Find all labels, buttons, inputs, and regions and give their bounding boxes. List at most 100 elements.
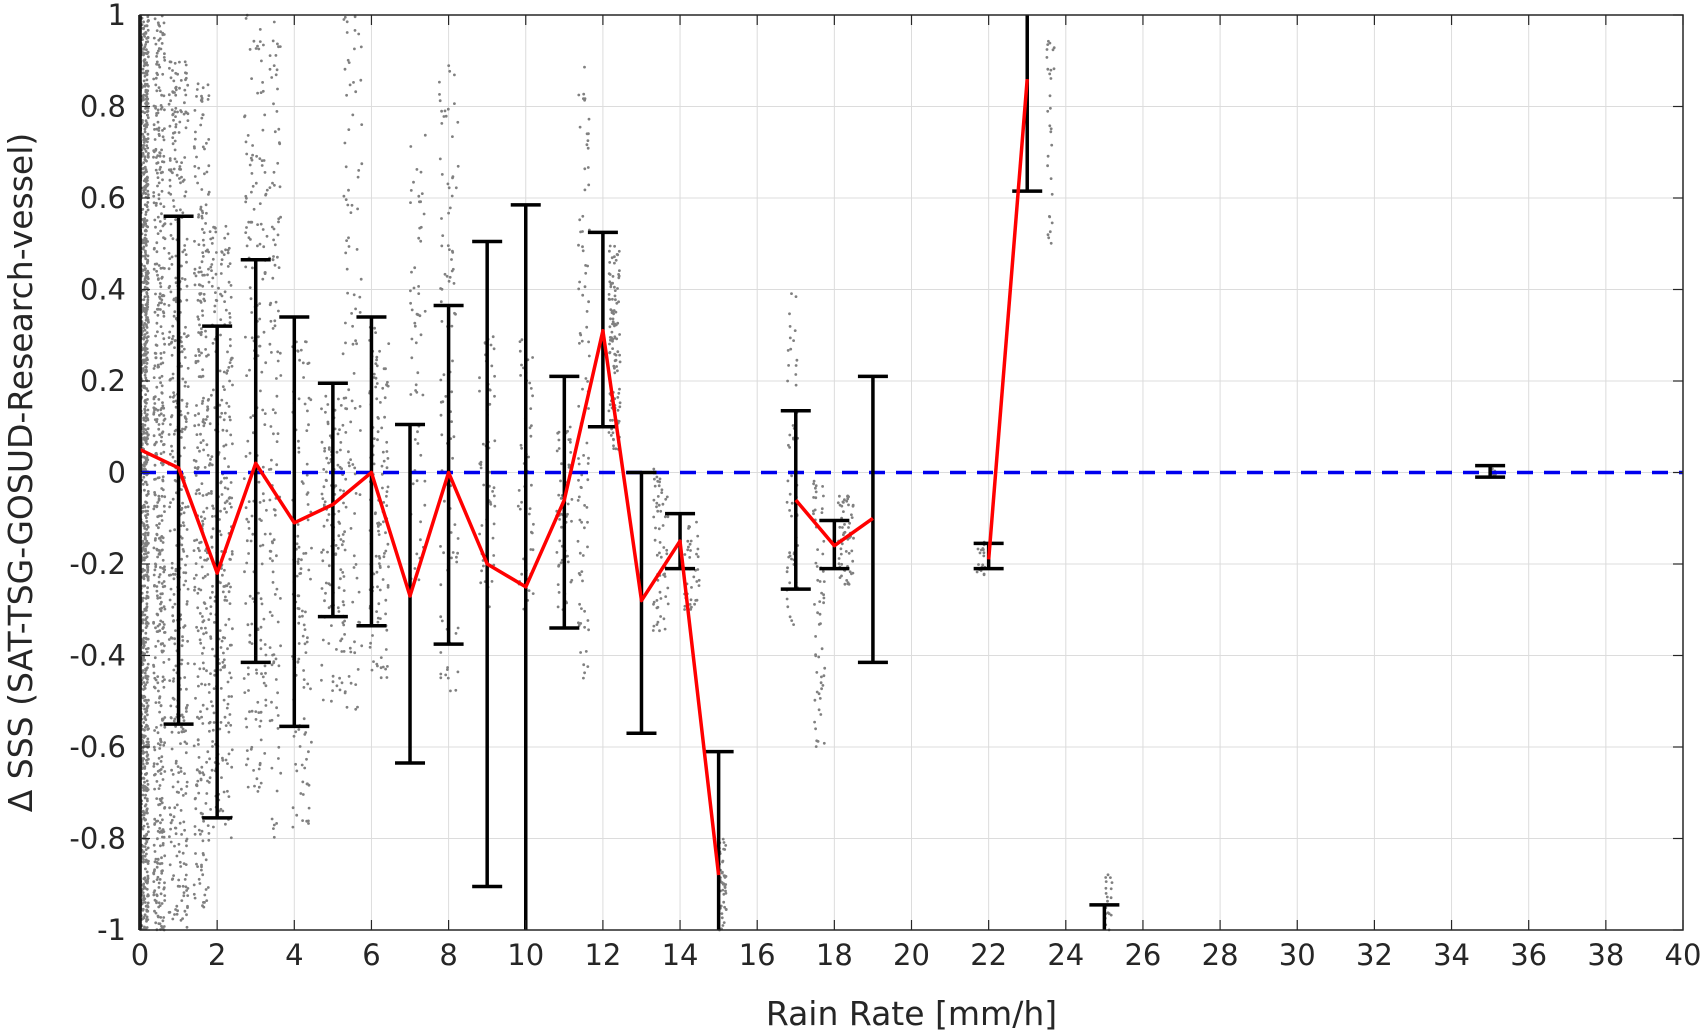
scatter-point bbox=[160, 801, 164, 805]
scatter-point bbox=[531, 394, 534, 398]
scatter-point bbox=[276, 233, 280, 237]
scatter-point bbox=[814, 561, 818, 565]
scatter-point bbox=[1106, 873, 1110, 877]
scatter-point bbox=[224, 758, 228, 762]
scatter-point bbox=[145, 401, 148, 405]
scatter-point bbox=[273, 593, 277, 596]
scatter-point bbox=[180, 398, 184, 402]
scatter-point bbox=[184, 78, 187, 82]
scatter-point bbox=[687, 545, 690, 549]
scatter-point bbox=[142, 882, 146, 886]
scatter-point bbox=[339, 568, 343, 571]
scatter-point bbox=[143, 913, 147, 917]
scatter-point bbox=[848, 570, 852, 574]
scatter-point bbox=[339, 577, 342, 581]
scatter-point bbox=[173, 91, 176, 94]
scatter-point bbox=[268, 532, 272, 536]
scatter-point bbox=[168, 178, 172, 182]
scatter-point bbox=[837, 557, 841, 560]
scatter-point bbox=[340, 637, 344, 641]
scatter-point bbox=[153, 889, 157, 892]
scatter-point bbox=[207, 164, 211, 168]
scatter-point bbox=[223, 486, 227, 490]
scatter-point bbox=[349, 681, 353, 685]
scatter-point bbox=[161, 178, 164, 182]
scatter-point bbox=[658, 590, 662, 594]
scatter-point bbox=[145, 681, 149, 684]
y-tick-label: 1 bbox=[108, 0, 126, 32]
scatter-point bbox=[161, 361, 165, 365]
scatter-point bbox=[343, 141, 347, 145]
scatter-point bbox=[272, 64, 276, 67]
scatter-point bbox=[263, 752, 267, 755]
scatter-point bbox=[200, 626, 203, 630]
scatter-point bbox=[413, 567, 417, 570]
scatter-point bbox=[180, 364, 184, 368]
scatter-point bbox=[446, 676, 450, 680]
scatter-point bbox=[154, 477, 157, 481]
scatter-point bbox=[791, 424, 795, 427]
scatter-point bbox=[169, 704, 173, 708]
scatter-point bbox=[152, 671, 156, 675]
scatter-point bbox=[785, 500, 789, 504]
error-bar bbox=[317, 381, 348, 619]
scatter-point bbox=[155, 523, 159, 527]
scatter-point bbox=[222, 444, 226, 448]
scatter-point bbox=[369, 641, 372, 645]
scatter-point bbox=[271, 559, 274, 563]
scatter-point bbox=[144, 233, 147, 237]
scatter-point bbox=[579, 333, 583, 337]
scatter-point bbox=[219, 481, 223, 485]
scatter-point bbox=[245, 226, 248, 229]
scatter-point bbox=[342, 623, 346, 627]
scatter-point bbox=[387, 565, 390, 569]
scatter-point bbox=[423, 133, 427, 137]
scatter-point bbox=[146, 201, 150, 204]
scatter-point bbox=[153, 850, 157, 853]
scatter-point bbox=[259, 719, 263, 723]
scatter-point bbox=[353, 472, 357, 476]
scatter-point bbox=[184, 190, 188, 194]
scatter-point bbox=[228, 713, 232, 716]
scatter-point bbox=[347, 188, 350, 192]
scatter-point bbox=[275, 394, 279, 398]
scatter-point bbox=[662, 546, 666, 549]
scatter-point bbox=[305, 757, 308, 761]
scatter-point bbox=[229, 284, 233, 287]
scatter-point bbox=[155, 89, 159, 93]
scatter-point bbox=[345, 705, 349, 709]
scatter-point bbox=[356, 668, 360, 671]
scatter-point bbox=[210, 492, 213, 495]
scatter-point bbox=[245, 725, 249, 729]
scatter-point bbox=[158, 747, 162, 750]
scatter-point bbox=[271, 581, 275, 584]
scatter-point bbox=[247, 552, 251, 555]
scatter-point bbox=[221, 385, 225, 388]
scatter-point bbox=[723, 886, 727, 889]
scatter-point bbox=[847, 526, 850, 529]
scatter-point bbox=[384, 648, 388, 651]
scatter-point bbox=[198, 266, 202, 270]
scatter-point bbox=[723, 848, 727, 851]
scatter-point bbox=[146, 811, 149, 815]
scatter-point bbox=[167, 336, 171, 339]
scatter-point bbox=[302, 552, 306, 555]
scatter-point bbox=[201, 661, 205, 665]
scatter-point bbox=[143, 24, 147, 28]
scatter-point bbox=[144, 867, 147, 871]
scatter-point bbox=[157, 756, 161, 760]
scatter-point bbox=[1109, 913, 1113, 917]
scatter-point bbox=[261, 543, 265, 547]
scatter-point bbox=[144, 376, 148, 380]
scatter-point bbox=[143, 373, 147, 377]
scatter-point bbox=[201, 420, 205, 424]
scatter-point bbox=[340, 650, 344, 653]
scatter-point bbox=[161, 828, 165, 831]
scatter-point bbox=[146, 437, 150, 440]
scatter-point bbox=[276, 42, 279, 46]
scatter-point bbox=[351, 463, 355, 466]
scatter-point bbox=[385, 494, 388, 498]
scatter-point bbox=[585, 325, 589, 329]
scatter-point bbox=[655, 475, 659, 479]
scatter-point bbox=[813, 698, 817, 702]
